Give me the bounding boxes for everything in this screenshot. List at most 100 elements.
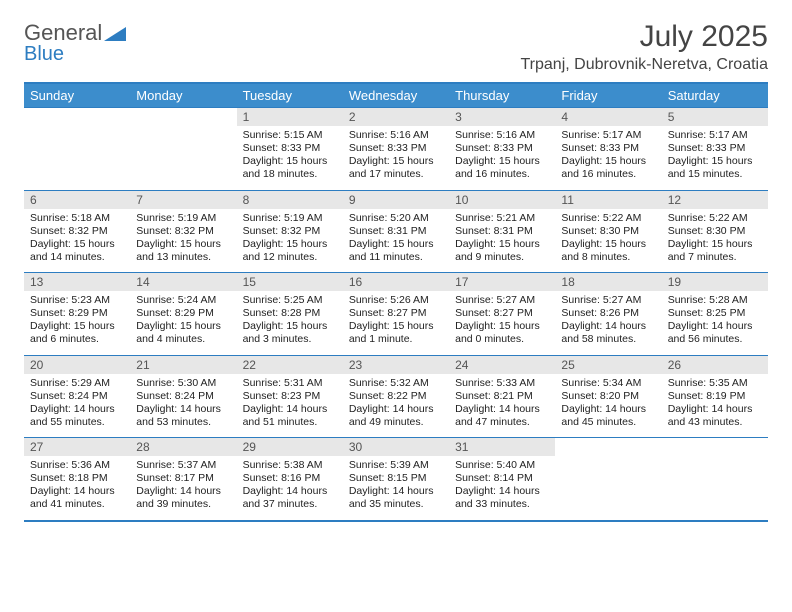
calendar-day-cell: 9Sunrise: 5:20 AMSunset: 8:31 PMDaylight… xyxy=(343,190,449,273)
calendar-day-cell: 30Sunrise: 5:39 AMSunset: 8:15 PMDayligh… xyxy=(343,438,449,521)
day-details: Sunrise: 5:38 AMSunset: 8:16 PMDaylight:… xyxy=(237,456,343,520)
calendar-day-cell: 23Sunrise: 5:32 AMSunset: 8:22 PMDayligh… xyxy=(343,355,449,438)
calendar-day-cell: 24Sunrise: 5:33 AMSunset: 8:21 PMDayligh… xyxy=(449,355,555,438)
day-details: Sunrise: 5:17 AMSunset: 8:33 PMDaylight:… xyxy=(555,126,661,190)
calendar-day-cell: 4Sunrise: 5:17 AMSunset: 8:33 PMDaylight… xyxy=(555,108,661,191)
calendar-week-row: 6Sunrise: 5:18 AMSunset: 8:32 PMDaylight… xyxy=(24,190,768,273)
weekday-header: Saturday xyxy=(662,83,768,108)
header: General Blue July 2025 Trpanj, Dubrovnik… xyxy=(24,20,768,74)
calendar-day-cell: .. xyxy=(130,108,236,191)
calendar-day-cell: 26Sunrise: 5:35 AMSunset: 8:19 PMDayligh… xyxy=(662,355,768,438)
weekday-header: Thursday xyxy=(449,83,555,108)
calendar-day-cell: 7Sunrise: 5:19 AMSunset: 8:32 PMDaylight… xyxy=(130,190,236,273)
day-number: 29 xyxy=(237,438,343,456)
day-number: 20 xyxy=(24,356,130,374)
day-details: Sunrise: 5:30 AMSunset: 8:24 PMDaylight:… xyxy=(130,374,236,438)
day-number: 13 xyxy=(24,273,130,291)
day-number: 15 xyxy=(237,273,343,291)
calendar-body: ....1Sunrise: 5:15 AMSunset: 8:33 PMDayl… xyxy=(24,108,768,521)
day-details: Sunrise: 5:19 AMSunset: 8:32 PMDaylight:… xyxy=(237,209,343,273)
calendar-week-row: 27Sunrise: 5:36 AMSunset: 8:18 PMDayligh… xyxy=(24,438,768,521)
calendar-day-cell: 12Sunrise: 5:22 AMSunset: 8:30 PMDayligh… xyxy=(662,190,768,273)
calendar-day-cell: .. xyxy=(662,438,768,521)
calendar-day-cell: .. xyxy=(24,108,130,191)
day-number: 23 xyxy=(343,356,449,374)
day-details: Sunrise: 5:23 AMSunset: 8:29 PMDaylight:… xyxy=(24,291,130,355)
day-details: Sunrise: 5:31 AMSunset: 8:23 PMDaylight:… xyxy=(237,374,343,438)
weekday-header: Friday xyxy=(555,83,661,108)
day-details: Sunrise: 5:24 AMSunset: 8:29 PMDaylight:… xyxy=(130,291,236,355)
calendar-day-cell: 2Sunrise: 5:16 AMSunset: 8:33 PMDaylight… xyxy=(343,108,449,191)
day-details: Sunrise: 5:33 AMSunset: 8:21 PMDaylight:… xyxy=(449,374,555,438)
day-number: 2 xyxy=(343,108,449,126)
day-number: 27 xyxy=(24,438,130,456)
day-details: Sunrise: 5:16 AMSunset: 8:33 PMDaylight:… xyxy=(449,126,555,190)
calendar-head: SundayMondayTuesdayWednesdayThursdayFrid… xyxy=(24,83,768,108)
location: Trpanj, Dubrovnik-Neretva, Croatia xyxy=(521,56,769,74)
day-details: Sunrise: 5:16 AMSunset: 8:33 PMDaylight:… xyxy=(343,126,449,190)
calendar-day-cell: 14Sunrise: 5:24 AMSunset: 8:29 PMDayligh… xyxy=(130,273,236,356)
calendar-day-cell: 15Sunrise: 5:25 AMSunset: 8:28 PMDayligh… xyxy=(237,273,343,356)
day-details: Sunrise: 5:15 AMSunset: 8:33 PMDaylight:… xyxy=(237,126,343,190)
day-details: Sunrise: 5:36 AMSunset: 8:18 PMDaylight:… xyxy=(24,456,130,520)
day-details: Sunrise: 5:28 AMSunset: 8:25 PMDaylight:… xyxy=(662,291,768,355)
month-title: July 2025 xyxy=(521,20,769,54)
day-number: 26 xyxy=(662,356,768,374)
calendar-day-cell: 28Sunrise: 5:37 AMSunset: 8:17 PMDayligh… xyxy=(130,438,236,521)
calendar-day-cell: 6Sunrise: 5:18 AMSunset: 8:32 PMDaylight… xyxy=(24,190,130,273)
weekday-header: Monday xyxy=(130,83,236,108)
calendar-day-cell: 5Sunrise: 5:17 AMSunset: 8:33 PMDaylight… xyxy=(662,108,768,191)
day-number: 12 xyxy=(662,191,768,209)
day-details: Sunrise: 5:39 AMSunset: 8:15 PMDaylight:… xyxy=(343,456,449,520)
day-number: 1 xyxy=(237,108,343,126)
weekday-header: Wednesday xyxy=(343,83,449,108)
day-details: Sunrise: 5:37 AMSunset: 8:17 PMDaylight:… xyxy=(130,456,236,520)
day-number: 3 xyxy=(449,108,555,126)
day-number: 8 xyxy=(237,191,343,209)
calendar-week-row: ....1Sunrise: 5:15 AMSunset: 8:33 PMDayl… xyxy=(24,108,768,191)
calendar-day-cell: 11Sunrise: 5:22 AMSunset: 8:30 PMDayligh… xyxy=(555,190,661,273)
calendar-day-cell: 22Sunrise: 5:31 AMSunset: 8:23 PMDayligh… xyxy=(237,355,343,438)
calendar-table: SundayMondayTuesdayWednesdayThursdayFrid… xyxy=(24,82,768,522)
logo-line1: General xyxy=(24,20,102,45)
day-details: Sunrise: 5:40 AMSunset: 8:14 PMDaylight:… xyxy=(449,456,555,520)
day-number: 10 xyxy=(449,191,555,209)
calendar-day-cell: 10Sunrise: 5:21 AMSunset: 8:31 PMDayligh… xyxy=(449,190,555,273)
day-details: Sunrise: 5:17 AMSunset: 8:33 PMDaylight:… xyxy=(662,126,768,190)
calendar-day-cell: 27Sunrise: 5:36 AMSunset: 8:18 PMDayligh… xyxy=(24,438,130,521)
logo-icon xyxy=(104,21,126,47)
day-number: 17 xyxy=(449,273,555,291)
day-number: 4 xyxy=(555,108,661,126)
day-details: Sunrise: 5:20 AMSunset: 8:31 PMDaylight:… xyxy=(343,209,449,273)
weekday-header: Sunday xyxy=(24,83,130,108)
calendar-day-cell: 16Sunrise: 5:26 AMSunset: 8:27 PMDayligh… xyxy=(343,273,449,356)
day-details: Sunrise: 5:22 AMSunset: 8:30 PMDaylight:… xyxy=(662,209,768,273)
day-number: 31 xyxy=(449,438,555,456)
day-number: 28 xyxy=(130,438,236,456)
weekday-header: Tuesday xyxy=(237,83,343,108)
day-details: Sunrise: 5:26 AMSunset: 8:27 PMDaylight:… xyxy=(343,291,449,355)
day-number: 19 xyxy=(662,273,768,291)
calendar-day-cell: 19Sunrise: 5:28 AMSunset: 8:25 PMDayligh… xyxy=(662,273,768,356)
day-details: Sunrise: 5:35 AMSunset: 8:19 PMDaylight:… xyxy=(662,374,768,438)
day-number: 16 xyxy=(343,273,449,291)
day-number: 7 xyxy=(130,191,236,209)
day-details: Sunrise: 5:25 AMSunset: 8:28 PMDaylight:… xyxy=(237,291,343,355)
calendar-day-cell: 3Sunrise: 5:16 AMSunset: 8:33 PMDaylight… xyxy=(449,108,555,191)
day-details: Sunrise: 5:29 AMSunset: 8:24 PMDaylight:… xyxy=(24,374,130,438)
calendar-day-cell: 8Sunrise: 5:19 AMSunset: 8:32 PMDaylight… xyxy=(237,190,343,273)
day-number: 9 xyxy=(343,191,449,209)
day-details: Sunrise: 5:19 AMSunset: 8:32 PMDaylight:… xyxy=(130,209,236,273)
day-number: 22 xyxy=(237,356,343,374)
day-number: 24 xyxy=(449,356,555,374)
calendar-day-cell: 18Sunrise: 5:27 AMSunset: 8:26 PMDayligh… xyxy=(555,273,661,356)
logo-text: General Blue xyxy=(24,20,126,66)
day-number: 30 xyxy=(343,438,449,456)
day-number: 5 xyxy=(662,108,768,126)
day-number: 6 xyxy=(24,191,130,209)
title-block: July 2025 Trpanj, Dubrovnik-Neretva, Cro… xyxy=(521,20,769,74)
day-number: 18 xyxy=(555,273,661,291)
calendar-day-cell: 25Sunrise: 5:34 AMSunset: 8:20 PMDayligh… xyxy=(555,355,661,438)
logo: General Blue xyxy=(24,20,126,66)
day-details: Sunrise: 5:34 AMSunset: 8:20 PMDaylight:… xyxy=(555,374,661,438)
